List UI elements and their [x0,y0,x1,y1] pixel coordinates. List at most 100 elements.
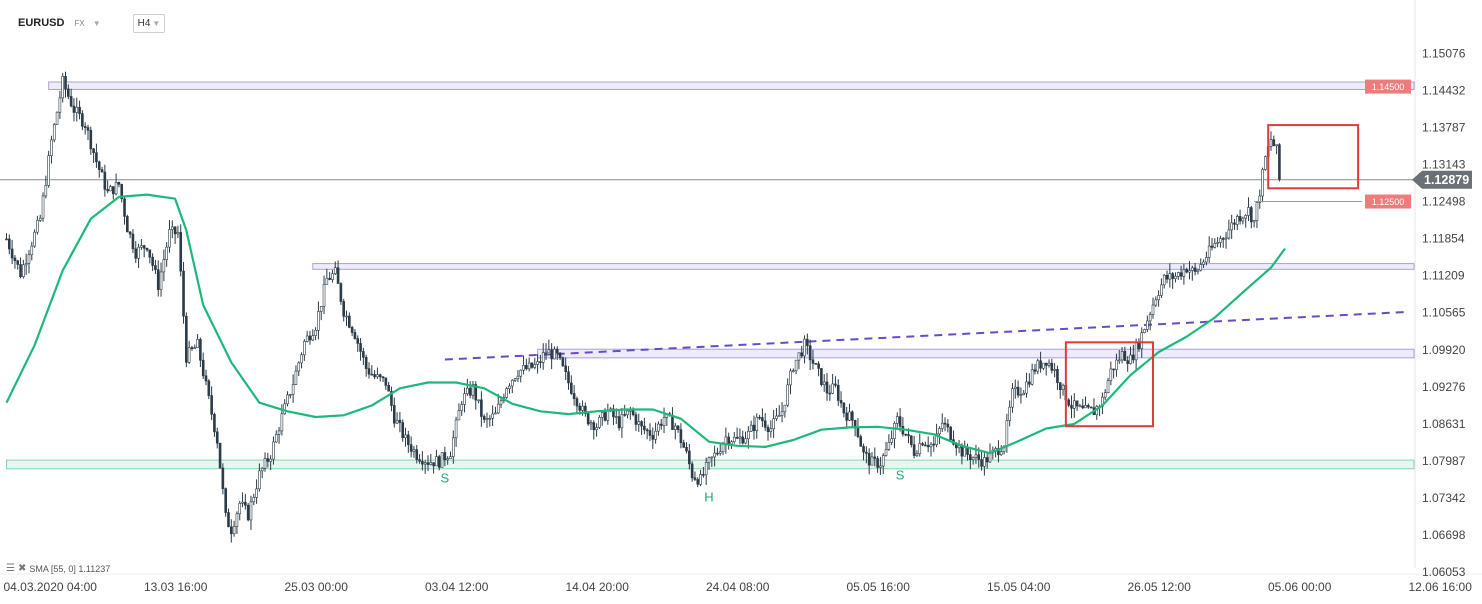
candle-body [536,361,539,365]
candle-body [1191,267,1194,271]
candle [1252,220,1256,228]
candle [30,241,34,261]
candle [530,362,534,369]
candle [106,180,109,194]
candle-body [8,238,11,250]
candle [415,445,419,464]
x-tick-label: 05.05 16:00 [847,580,911,594]
indicator-label: SMA [55, 0] 1.11237 [29,563,111,574]
current-price-label: 1.12879 [1424,173,1469,187]
candle-body [592,422,596,431]
candle-body [291,384,295,395]
candle [851,410,854,427]
candle-body [117,181,121,185]
candle [890,430,893,446]
timeframe-select[interactable]: H4 ▼ [132,13,166,33]
candle [893,421,896,449]
candle-body [81,113,84,127]
candle-body [55,111,59,125]
candle-body [407,434,410,445]
candle [218,442,222,469]
candle [513,377,517,382]
candle [221,463,225,495]
candle-body [623,414,627,416]
candle-body [378,374,382,378]
candle-body [494,412,497,415]
candle [480,391,483,427]
candle [1165,270,1169,284]
candle-body [926,445,930,448]
candle [555,346,559,360]
candle [173,226,177,244]
candle [924,441,927,447]
candle-body [572,393,576,399]
candle [575,396,579,413]
candle [1182,263,1186,285]
candle-body [533,364,537,368]
indicator-menu-icon[interactable]: ☰ [6,563,15,574]
candle [803,335,806,364]
candle-body [165,246,168,260]
candle-body [204,375,208,382]
candle [522,355,525,375]
candle-body [730,441,733,445]
candle-body [193,347,197,350]
candle [755,413,759,439]
x-tick-label: 05.06 00:00 [1268,580,1332,594]
candle [707,456,711,470]
candle [1056,365,1059,391]
candle [429,453,433,466]
candle-body [890,438,893,443]
candle [44,175,48,199]
candle-body [744,438,747,444]
candle-body [1210,245,1214,248]
current-price-tag-bg [1412,170,1472,189]
candle [142,244,146,258]
indicator-remove-icon[interactable]: ✖ [17,563,27,574]
candle [595,423,598,437]
candle [766,424,770,441]
candle [289,393,292,399]
candle-body [232,526,236,535]
candle-body [224,488,227,513]
candle-body [269,458,272,462]
candle [974,444,978,464]
candle-body [932,443,936,446]
candle-body [1123,351,1127,361]
candle-body [474,384,478,401]
candle-body [1081,405,1085,409]
candle-body [688,450,691,465]
x-tick-label: 04.03.2020 04:00 [4,580,98,594]
symbol-dropdown-icon[interactable]: ▼ [92,18,101,28]
y-tick-label: 1.07987 [1422,454,1466,468]
y-tick-label: 1.11854 [1422,232,1465,246]
candle-body [713,452,716,458]
candle-body [322,284,326,307]
candle-body [921,443,924,446]
candle-body [1179,272,1183,277]
candle-body [1103,392,1107,398]
candle [1109,361,1113,386]
candle-body [820,368,823,385]
candle-body [426,462,430,465]
candle-body [1013,386,1017,389]
candle [915,450,919,458]
price-tag-label: 1.12500 [1372,197,1405,207]
candle-body [1174,276,1177,279]
candle [241,492,244,508]
candle [645,427,649,440]
symbol-label[interactable]: EURUSD [18,17,65,29]
candle [679,423,683,449]
candle [1112,368,1115,379]
candle-body [612,408,615,418]
candle-body [817,363,820,369]
candle-body [1061,384,1065,391]
candle-body [162,259,166,273]
candle [648,423,652,441]
candle [985,452,989,469]
candle-body [811,359,815,364]
candle-body [682,442,686,448]
candle-body [47,155,50,186]
candle [806,333,809,355]
